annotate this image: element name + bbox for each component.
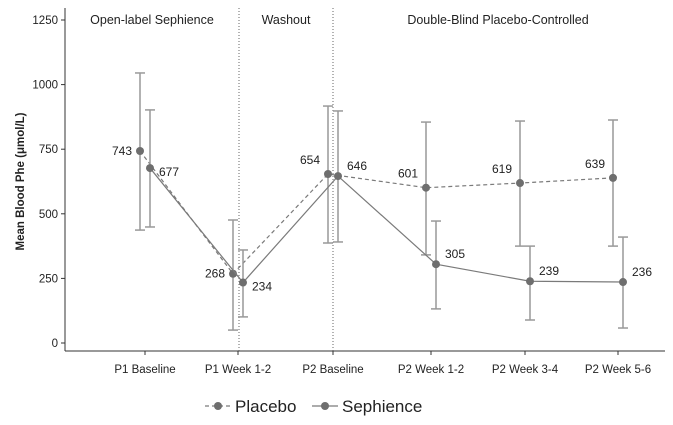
x-tick-label: P2 Baseline <box>302 364 363 376</box>
series-line-sephience <box>149 167 624 284</box>
x-tick-label: P2 Week 5-6 <box>585 364 651 376</box>
x-tick-label: P1 Week 1-2 <box>205 364 271 376</box>
legend-marker <box>321 402 329 410</box>
y-tick-label: 1000 <box>32 80 58 92</box>
series-line-placebo <box>139 150 614 275</box>
data-label: 639 <box>585 157 605 171</box>
data-label: 268 <box>205 267 225 281</box>
y-tick-label: 1250 <box>32 15 58 27</box>
data-point-placebo <box>136 147 144 156</box>
data-point-placebo <box>516 179 524 188</box>
data-label: 239 <box>539 264 559 278</box>
y-tick-label: 250 <box>39 273 58 285</box>
data-label: 305 <box>445 247 465 261</box>
data-point-sephience <box>334 172 342 181</box>
legend-label: Placebo <box>235 397 296 416</box>
data-point-sephience <box>432 260 440 269</box>
y-axis-label: Mean Blood Phe (μmol/L) <box>15 112 27 250</box>
y-tick-label: 750 <box>39 144 58 156</box>
data-label: 677 <box>159 165 179 179</box>
data-label: 743 <box>112 144 132 158</box>
data-label: 601 <box>398 167 418 181</box>
x-tick-label: P2 Week 1-2 <box>398 364 464 376</box>
data-label: 234 <box>252 280 272 294</box>
data-point-placebo <box>324 170 332 179</box>
phase-label: Open-label Sephience <box>90 13 214 27</box>
x-tick-label: P1 Baseline <box>114 364 175 376</box>
data-label: 236 <box>632 265 652 279</box>
phase-label: Washout <box>262 13 311 27</box>
legend-marker <box>214 402 222 410</box>
y-tick-label: 0 <box>52 338 58 350</box>
data-point-placebo <box>609 173 617 182</box>
x-tick-label: P2 Week 3-4 <box>492 364 559 376</box>
data-point-sephience <box>239 278 247 287</box>
data-point-sephience <box>146 164 154 173</box>
phase-label: Double-Blind Placebo-Controlled <box>407 13 588 27</box>
legend-label: Sephience <box>342 397 422 416</box>
y-tick-label: 500 <box>39 209 58 221</box>
data-label: 654 <box>300 153 320 167</box>
data-label: 619 <box>492 162 512 176</box>
data-label: 646 <box>347 159 367 173</box>
data-point-sephience <box>526 277 534 286</box>
data-point-sephience <box>619 278 627 287</box>
data-point-placebo <box>422 183 430 192</box>
